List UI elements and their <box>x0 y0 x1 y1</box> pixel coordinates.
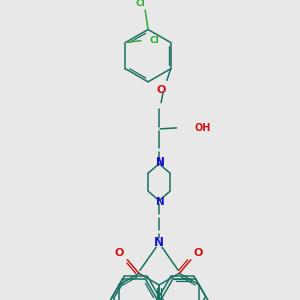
Text: Cl: Cl <box>150 36 159 45</box>
Text: N: N <box>156 157 164 167</box>
Text: OH: OH <box>194 123 210 133</box>
Text: Cl: Cl <box>135 0 145 8</box>
Text: O: O <box>156 85 166 95</box>
Text: O: O <box>194 248 203 258</box>
Text: N: N <box>156 158 164 168</box>
Text: N: N <box>154 236 164 249</box>
Text: O: O <box>115 248 124 258</box>
Text: N: N <box>156 196 164 207</box>
